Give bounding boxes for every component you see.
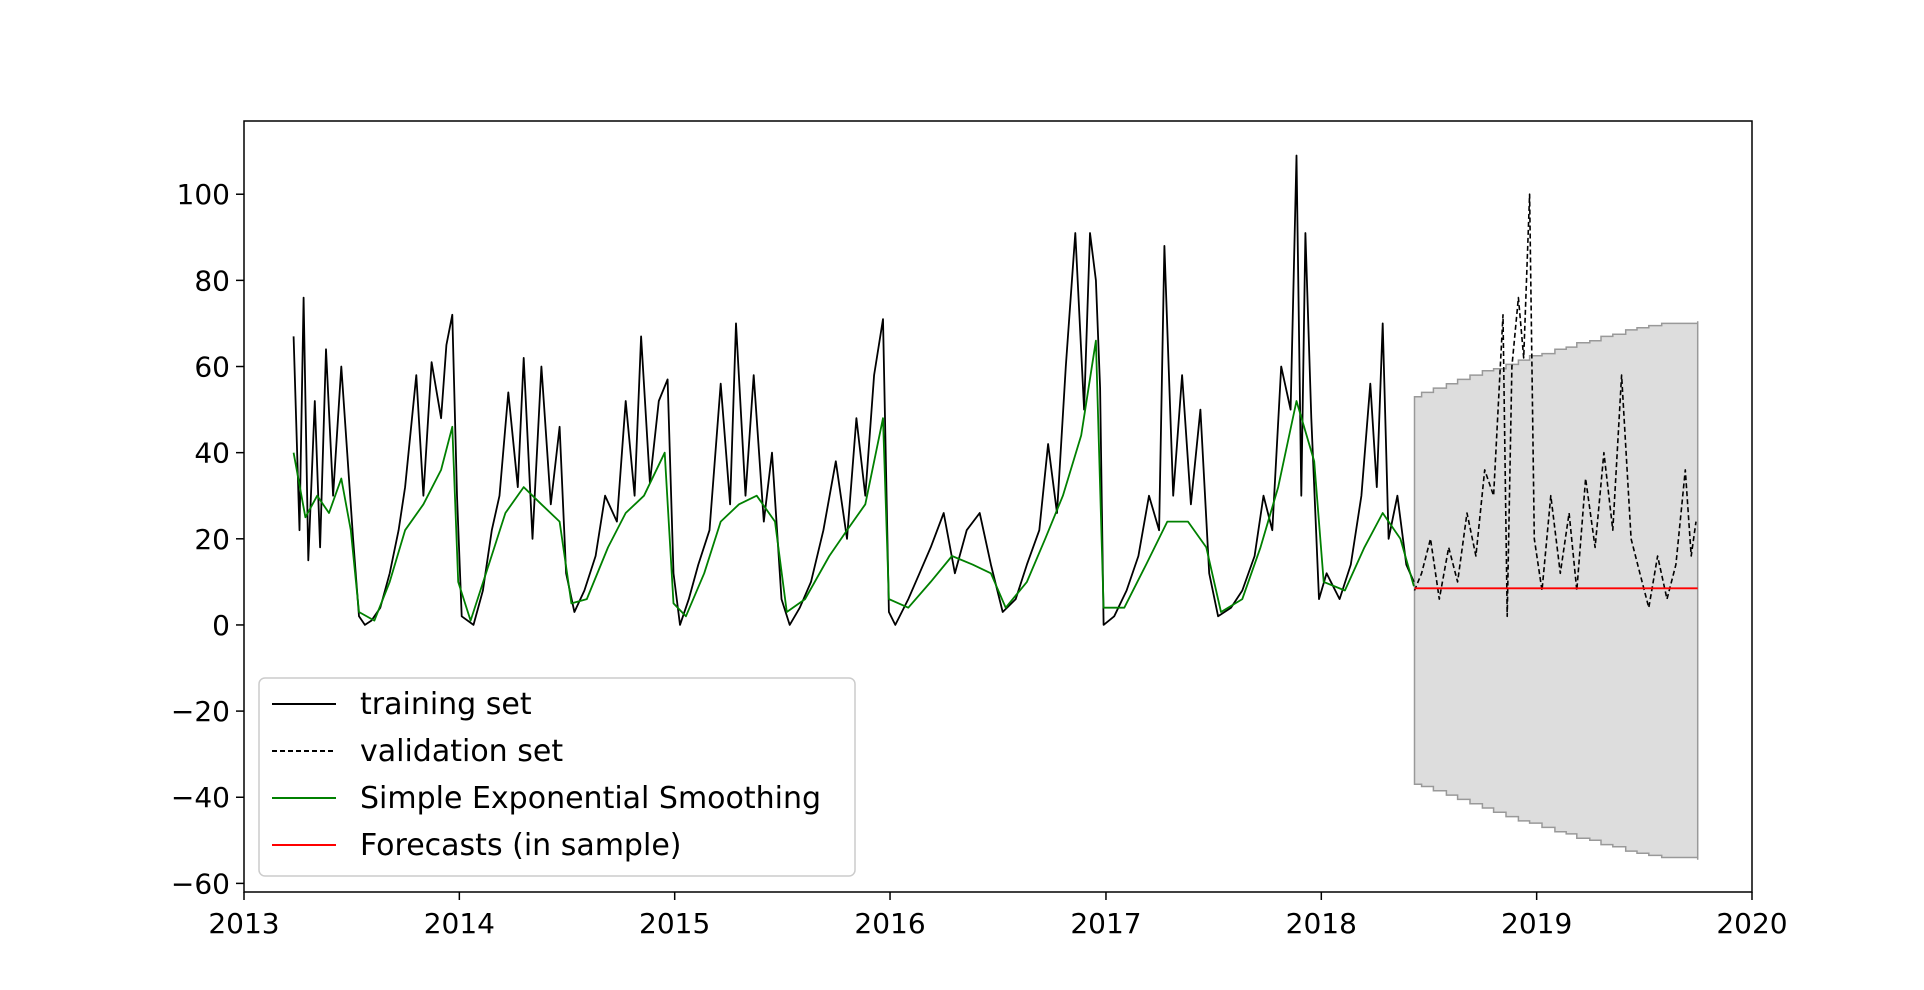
y-tick-label: −40 bbox=[171, 781, 230, 814]
x-tick-label: 2020 bbox=[1716, 907, 1787, 940]
series-line-simple-exponential-smoothing bbox=[292, 339, 1415, 622]
y-tick-label: 40 bbox=[194, 437, 230, 470]
legend-label-training-set: training set bbox=[360, 687, 532, 722]
x-tick-label: 2019 bbox=[1501, 907, 1572, 940]
y-tick-label: 80 bbox=[194, 264, 230, 297]
confidence-band-layer bbox=[1413, 321, 1699, 860]
y-tick-label: −60 bbox=[171, 867, 230, 900]
confidence-band bbox=[1413, 321, 1699, 860]
series-line-training-set bbox=[292, 154, 1415, 626]
x-tick-label: 2018 bbox=[1286, 907, 1357, 940]
legend-label-validation-set: validation set bbox=[360, 734, 563, 769]
x-tick-label: 2016 bbox=[854, 907, 925, 940]
legend-box bbox=[258, 677, 856, 877]
x-tick-label: 2017 bbox=[1070, 907, 1141, 940]
y-tick-label: 20 bbox=[194, 523, 230, 556]
y-tick-label: 0 bbox=[212, 609, 230, 642]
y-tick-label: −20 bbox=[171, 695, 230, 728]
x-tick-label: 2013 bbox=[208, 907, 279, 940]
y-tick-label: 100 bbox=[177, 178, 230, 211]
x-tick-label: 2014 bbox=[424, 907, 495, 940]
legend-label-forecasts: Forecasts (in sample) bbox=[360, 828, 681, 863]
series-layer bbox=[292, 154, 1698, 626]
y-tick-label: 60 bbox=[194, 351, 230, 384]
y-axis: 100 80 60 40 20 0 −20 −40 −60 bbox=[171, 178, 244, 900]
legend: training set validation set Simple Expon… bbox=[258, 677, 856, 877]
x-axis: 2013 2014 2015 2016 2017 2018 2019 2020 bbox=[208, 892, 1788, 940]
plot-frame bbox=[243, 120, 1753, 893]
legend-label-ses: Simple Exponential Smoothing bbox=[360, 781, 821, 816]
series-line-validation-set bbox=[1413, 193, 1697, 618]
x-tick-label: 2015 bbox=[639, 907, 710, 940]
